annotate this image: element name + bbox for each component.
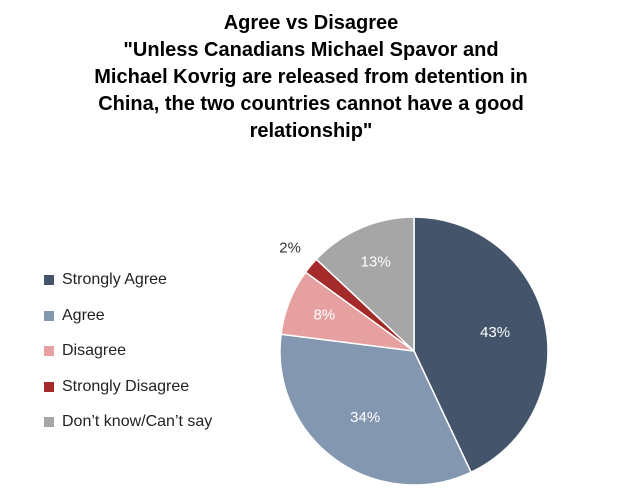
pie-data-label-strongly-disagree: 2% bbox=[279, 239, 301, 256]
legend-entry-dont-know: Don’t know/Can’t say bbox=[44, 410, 212, 434]
legend-entry-agree: Agree bbox=[44, 304, 212, 328]
pie-data-label-strongly-agree: 43% bbox=[480, 324, 510, 341]
chart-title-line: relationship" bbox=[249, 120, 373, 142]
legend-label: Disagree bbox=[62, 342, 127, 359]
pie-data-label-disagree: 8% bbox=[313, 306, 335, 323]
chart-title-line: "Unless Canadians Michael Spavor and bbox=[123, 39, 499, 61]
legend-label: Strongly Disagree bbox=[62, 377, 190, 395]
chart-legend: Strongly Agree Agree Disagree Strongly D… bbox=[44, 268, 212, 446]
chart-title-line: Michael Kovrig are released from detenti… bbox=[94, 66, 528, 88]
pie-slice-agree bbox=[279, 333, 473, 486]
pie-slice-dont-know bbox=[315, 216, 415, 353]
chart-title-line: Agree vs Disagree bbox=[223, 12, 399, 34]
legend-entry-strongly-disagree: Strongly Disagree bbox=[44, 375, 212, 399]
legend-label: Strongly Agree bbox=[62, 271, 167, 288]
legend-swatch bbox=[44, 346, 54, 356]
legend-entry-disagree: Disagree bbox=[44, 339, 212, 363]
chart-title-line: China, the two countries cannot have a g… bbox=[98, 93, 524, 115]
legend-swatch bbox=[44, 417, 54, 427]
pie-data-label-agree: 34% bbox=[350, 409, 380, 426]
legend-swatch bbox=[44, 275, 54, 285]
legend-entry-strongly-agree: Strongly Agree bbox=[44, 268, 212, 292]
legend-label: Agree bbox=[62, 306, 105, 324]
legend-swatch bbox=[44, 381, 54, 392]
legend-label: Don’t know/Can’t say bbox=[62, 413, 213, 430]
chart-title: Agree vs Disagree "Unless Canadians Mich… bbox=[0, 10, 622, 145]
pie-data-label-dont-know: 13% bbox=[361, 253, 391, 270]
legend-swatch bbox=[44, 310, 54, 321]
pie-slice-strongly-agree bbox=[413, 216, 549, 474]
